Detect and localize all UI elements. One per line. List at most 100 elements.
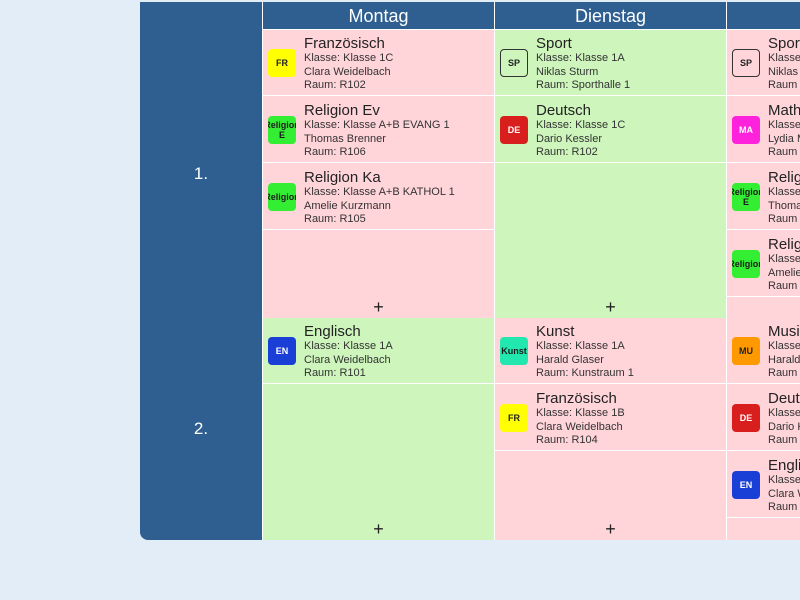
period-label: 2.	[140, 317, 262, 540]
lesson-teacher: Dario Kessler	[536, 132, 603, 145]
subject-badge: DE	[732, 404, 760, 432]
timetable-cell[interactable]: Kunst Kunst Klasse: Klasse 1A Harald Glaser…	[495, 318, 726, 540]
lesson-class: Klasse	[768, 253, 800, 265]
lesson-info: Relig Klasse Thoma Raum	[768, 169, 800, 227]
lesson-subject: Sport	[768, 35, 800, 52]
lesson-info: SportKlasseNiklasRaum	[768, 35, 800, 93]
lesson-info: Religion Ev Klasse: Klasse A+B EVANG 1 Tho…	[304, 102, 490, 160]
lesson-class: Klasse: Klasse 1A	[304, 340, 393, 352]
lesson-room: Raum	[768, 213, 798, 225]
lesson-subject: Kunst	[536, 323, 575, 340]
subject-badge: FR	[500, 404, 528, 432]
add-lesson-button[interactable]: +	[373, 519, 384, 539]
period-label: 1.	[140, 29, 262, 318]
lesson-subject: Religion Ev	[304, 102, 380, 119]
lesson-class: Klasse: Klasse 1B	[536, 407, 625, 419]
timetable-cell[interactable]: SPSportKlasseNiklasRaumMAMathKlasseLydia…	[727, 30, 800, 318]
subject-badge: Religion	[732, 250, 760, 278]
lesson-subject: Religion Ka	[304, 169, 381, 186]
lesson-info: Religion Ka Klasse: Klasse A+B KATHOL 1 Am…	[304, 169, 490, 227]
lesson-room: Raum: R102	[536, 146, 598, 158]
lesson-card[interactable]: DE DeutsKlasseDario KRaum	[727, 385, 800, 451]
lesson-class: Klasse	[768, 474, 800, 486]
lesson-teacher: Niklas	[768, 65, 798, 78]
lesson-room: Raum	[768, 146, 798, 158]
lesson-room: Raum	[768, 501, 798, 513]
header-corner	[140, 2, 262, 29]
subject-badge: EN	[732, 471, 760, 499]
lesson-room: Raum	[768, 367, 798, 379]
lesson-info: Musi Klasse Harald Raum	[768, 323, 800, 381]
lesson-class: Klasse: Klasse A+B KATHOL 1	[304, 186, 455, 198]
lesson-room: Raum	[768, 79, 798, 91]
add-lesson-button[interactable]: +	[605, 519, 616, 539]
lesson-teacher: Clara Weidelbach	[304, 353, 391, 366]
lesson-teacher: Amelie	[768, 266, 800, 279]
lesson-room: Raum: R106	[304, 146, 366, 158]
timetable-cell[interactable]: SP Sport Klasse: Klasse 1A Niklas Sturm Raum…	[495, 30, 726, 318]
lesson-class: Klasse: Klasse 1C	[536, 119, 626, 131]
lesson-class: Klasse	[768, 340, 800, 352]
lesson-subject: Relig	[768, 169, 800, 186]
lesson-subject: Math	[768, 102, 800, 119]
lesson-room: Raum: R104	[536, 434, 598, 446]
lesson-subject: Französisch	[536, 390, 617, 407]
lesson-subject: Englisch	[304, 323, 361, 340]
subject-badge: MU	[732, 337, 760, 365]
lesson-subject: Deutsch	[536, 102, 592, 119]
subject-badge: SP	[500, 49, 528, 77]
subject-badge: Religion E	[268, 116, 296, 144]
lesson-teacher: Amelie Kurzmann	[304, 199, 391, 212]
lesson-teacher: Lydia M	[768, 132, 800, 145]
lesson-card[interactable]: FR Französisch Klasse: Klasse 1C Clara Weid…	[263, 30, 494, 96]
lesson-class: Klasse: Klasse A+B EVANG 1	[304, 119, 450, 131]
add-lesson-button[interactable]: +	[605, 297, 616, 317]
lesson-room: Raum	[768, 280, 798, 292]
day-header: Montag	[263, 2, 494, 29]
lesson-card[interactable]: EN Englisch Klasse: Klasse 1A Clara Weidelb…	[263, 318, 494, 384]
lesson-info: Sport Klasse: Klasse 1A Niklas Sturm Raum: …	[536, 35, 722, 93]
lesson-info: DeutsKlasseDario KRaum	[768, 390, 800, 448]
lesson-room: Raum: R102	[304, 79, 366, 91]
lesson-card[interactable]: SP Sport Klasse: Klasse 1A Niklas Sturm Raum…	[495, 30, 726, 96]
lesson-card[interactable]: SP SportKlasseNiklasRaum	[727, 30, 800, 96]
add-lesson-button[interactable]: +	[373, 297, 384, 317]
lesson-class: Klasse	[768, 119, 800, 131]
lesson-card[interactable]: Kunst Kunst Klasse: Klasse 1A Harald Glaser…	[495, 318, 726, 384]
lesson-room: Raum: R101	[304, 367, 366, 379]
lesson-subject: Relig	[768, 236, 800, 253]
lesson-teacher: Clara W	[768, 487, 800, 500]
lesson-class: Klasse: Klasse 1A	[536, 52, 625, 64]
timetable-cell[interactable]: FR Französisch Klasse: Klasse 1C Clara Weid…	[263, 30, 494, 318]
lesson-info: Französisch Klasse: Klasse 1C Clara Weidel…	[304, 35, 490, 93]
lesson-info: Deutsch Klasse: Klasse 1C Dario Kessler Rau…	[536, 102, 722, 160]
lesson-teacher: Niklas Sturm	[536, 65, 599, 78]
timetable-cell[interactable]: EN Englisch Klasse: Klasse 1A Clara Weidelb…	[263, 318, 494, 540]
lesson-class: Klasse	[768, 52, 800, 64]
lesson-card[interactable]: MU Musi Klasse Harald Raum	[727, 318, 800, 384]
lesson-room: Raum: R105	[304, 213, 366, 225]
lesson-teacher: Harald Glaser	[536, 353, 604, 366]
subject-badge: Religion E	[732, 183, 760, 211]
lesson-room: Raum	[768, 434, 798, 446]
subject-badge: FR	[268, 49, 296, 77]
lesson-class: Klasse	[768, 407, 800, 419]
lesson-teacher: Thomas Brenner	[304, 132, 386, 145]
lesson-card[interactable]: FR Französisch Klasse: Klasse 1B Clara Weid…	[495, 385, 726, 451]
lesson-subject: Sport	[536, 35, 572, 52]
lesson-teacher: Dario K	[768, 420, 800, 433]
lesson-teacher: Thoma	[768, 199, 800, 212]
lesson-info: Kunst Klasse: Klasse 1A Harald Glaser Raum:…	[536, 323, 722, 381]
subject-badge: SP	[732, 49, 760, 77]
lesson-card[interactable]: DE Deutsch Klasse: Klasse 1C Dario Kessler R…	[495, 97, 726, 163]
lesson-teacher: Clara Weidelbach	[304, 65, 391, 78]
subject-badge: DE	[500, 116, 528, 144]
